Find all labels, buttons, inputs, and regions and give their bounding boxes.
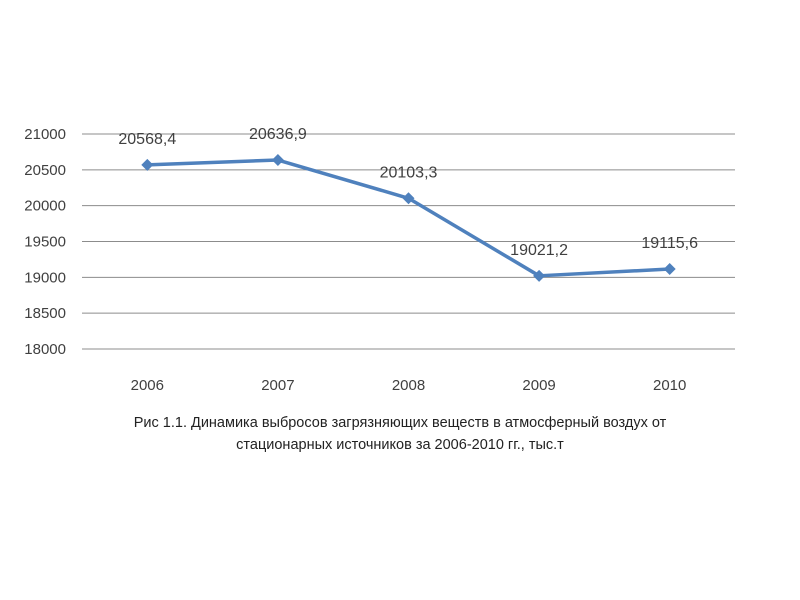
data-point-2008 bbox=[402, 192, 415, 205]
figure-caption: Рис 1.1. Динамика выбросов загрязняющих … bbox=[60, 412, 740, 456]
x-tick-label-2010: 2010 bbox=[653, 377, 686, 394]
y-tick-label-18000: 18000 bbox=[24, 341, 66, 358]
y-tick-label-20500: 20500 bbox=[24, 162, 66, 179]
x-tick-label-2009: 2009 bbox=[522, 377, 555, 394]
figure-caption-line-1: Рис 1.1. Динамика выбросов загрязняющих … bbox=[133, 415, 667, 431]
data-labels: 20568,4 20636,9 20103,3 19021,2 19115,6 bbox=[118, 126, 698, 259]
data-point-2006 bbox=[141, 158, 154, 171]
data-label-2007: 20636,9 bbox=[249, 126, 307, 143]
y-tick-label-19500: 19500 bbox=[24, 234, 66, 251]
gridlines bbox=[82, 133, 735, 350]
y-tick-label-19000: 19000 bbox=[24, 269, 66, 286]
data-point-2007 bbox=[271, 154, 284, 167]
y-axis-tick-labels: 18000 18500 19000 19500 20000 20500 21000 bbox=[24, 126, 66, 358]
data-label-2010: 19115,6 bbox=[641, 235, 698, 252]
y-tick-label-20000: 20000 bbox=[24, 198, 66, 215]
figure-caption-line-2: стационарных источников за 2006-2010 гг.… bbox=[236, 437, 564, 453]
data-point-2010 bbox=[663, 263, 676, 276]
x-axis-tick-labels: 2006 2007 2008 2009 2010 bbox=[131, 377, 687, 394]
data-label-2008: 20103,3 bbox=[380, 164, 438, 181]
data-label-2009: 19021,2 bbox=[510, 242, 568, 259]
data-point-markers bbox=[141, 154, 676, 282]
y-tick-label-18500: 18500 bbox=[24, 305, 66, 322]
x-tick-label-2008: 2008 bbox=[392, 377, 425, 394]
data-label-2006: 20568,4 bbox=[118, 131, 176, 148]
y-tick-label-21000: 21000 bbox=[24, 126, 66, 143]
x-tick-label-2007: 2007 bbox=[261, 377, 294, 394]
data-point-2009 bbox=[533, 269, 546, 282]
x-tick-label-2006: 2006 bbox=[131, 377, 164, 394]
